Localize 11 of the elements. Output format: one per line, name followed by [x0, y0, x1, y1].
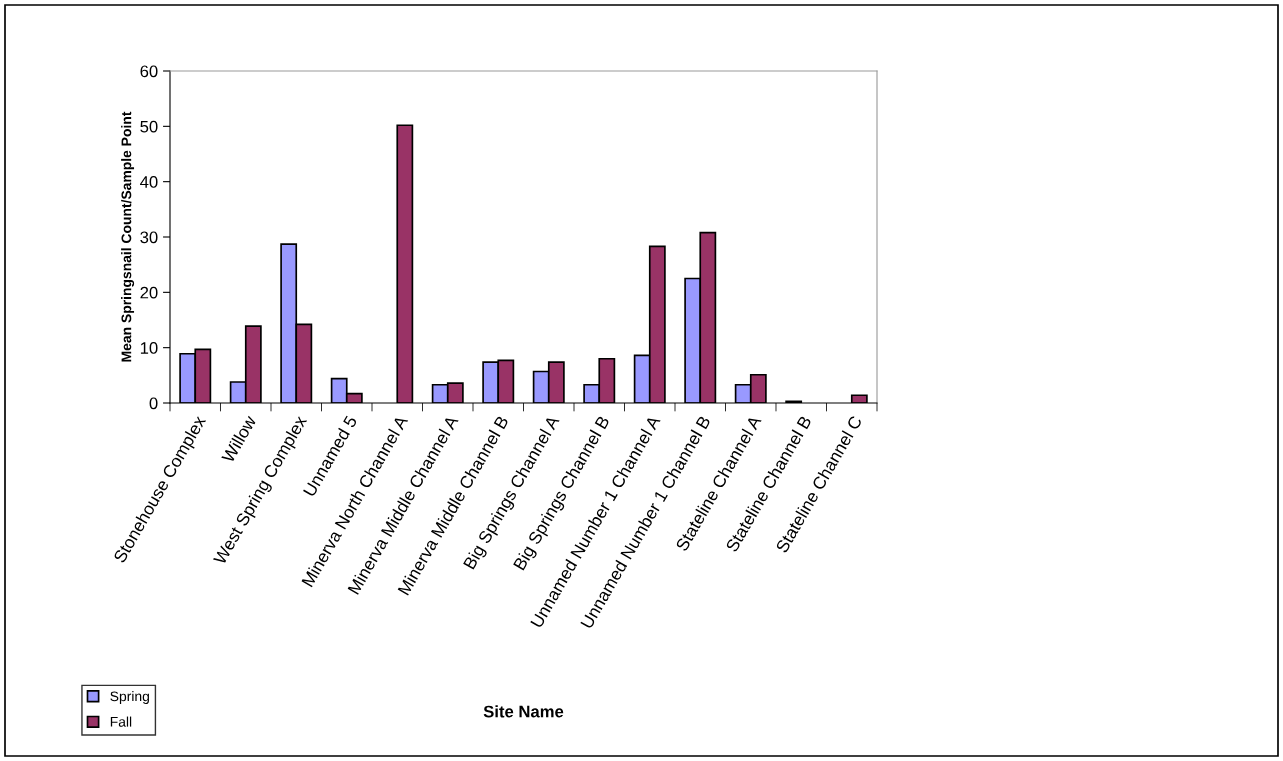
- y-tick-label: 0: [149, 397, 158, 410]
- y-tick-label: 30: [140, 231, 158, 244]
- y-axis-title: Mean Springsnail Count/Sample Point: [121, 111, 135, 362]
- legend-label: Fall: [110, 716, 132, 727]
- y-tick-label: 60: [140, 65, 158, 78]
- legend-label: Spring: [110, 691, 149, 704]
- y-tick-label: 20: [140, 286, 158, 299]
- y-tick-label: 10: [140, 342, 158, 354]
- y-tick-label: 40: [140, 176, 158, 188]
- x-axis-title: Site Name: [483, 705, 564, 718]
- y-tick-label: 50: [140, 120, 158, 133]
